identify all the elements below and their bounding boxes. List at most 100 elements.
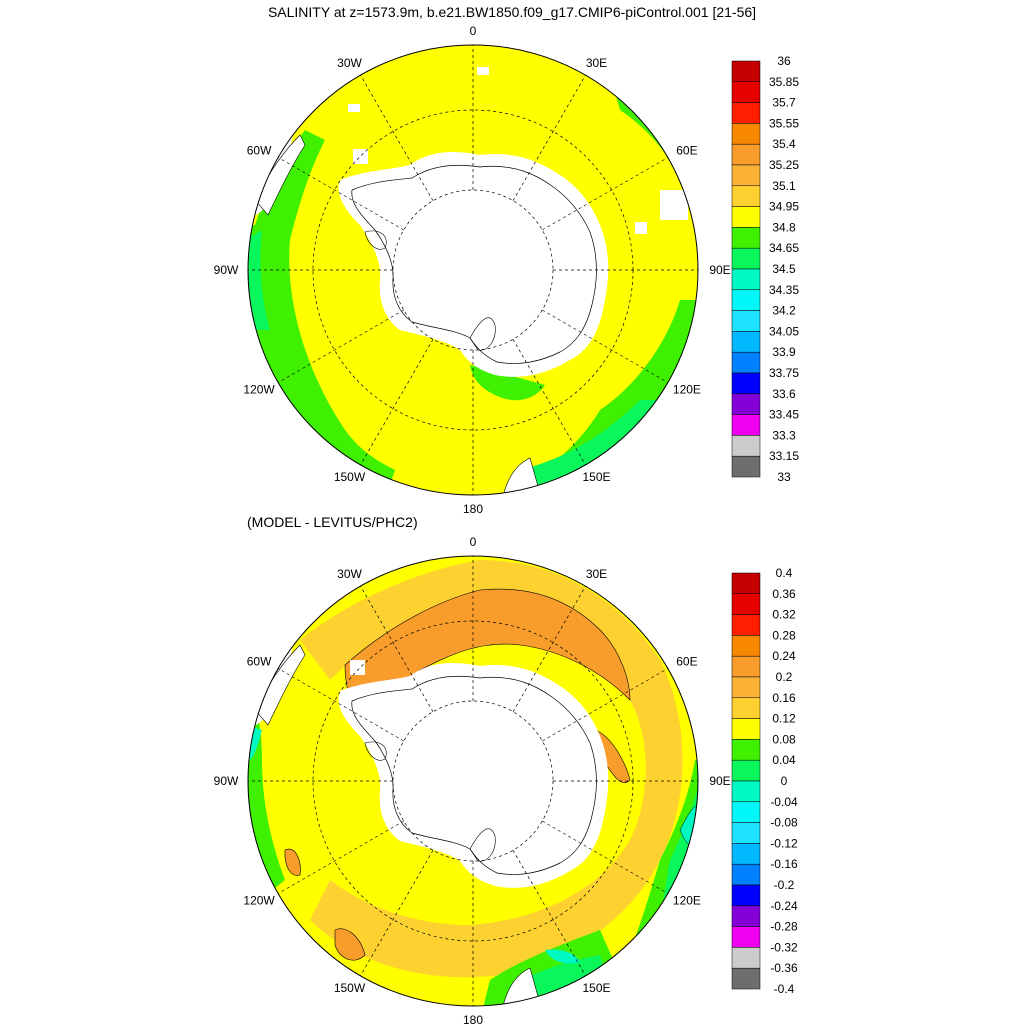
colorbar-swatch xyxy=(731,780,761,803)
salinity-map xyxy=(248,45,698,495)
colorbar-swatch xyxy=(731,843,761,865)
colorbar-swatch xyxy=(731,247,761,270)
colorbar-label: -0.24 xyxy=(770,899,798,913)
colorbar-label: -0.36 xyxy=(770,961,798,975)
top-lon-label: 150E xyxy=(582,470,610,484)
colorbar-swatch xyxy=(731,289,761,311)
colorbar-label: 0.16 xyxy=(772,691,796,705)
bottom-lon-label: 90W xyxy=(214,774,239,788)
colorbar-label: -0.28 xyxy=(770,920,798,934)
colorbar-swatch xyxy=(731,697,761,719)
colorbar-swatch xyxy=(731,759,761,782)
colorbar-label: 33.6 xyxy=(772,387,796,401)
colorbar-swatch xyxy=(731,572,761,595)
colorbar-swatch xyxy=(731,227,761,249)
colorbar-swatch xyxy=(731,351,761,374)
colorbar-swatch xyxy=(731,676,761,699)
colorbar-label: 0.4 xyxy=(776,566,793,580)
colorbar-label: 0.28 xyxy=(772,628,796,642)
colorbar-top: 36 35.85 35.7 35.55 35.4 35.25 35.1 34.95 34.8 34… xyxy=(731,54,799,484)
colorbar-label: 34.05 xyxy=(769,324,799,338)
colorbar-label: 33.75 xyxy=(769,366,799,380)
antarctica-coast xyxy=(351,675,597,875)
colorbar-label: -0.12 xyxy=(770,836,798,850)
colorbar-swatch xyxy=(731,926,761,948)
colorbar-label: 0.04 xyxy=(772,753,796,767)
colorbar-label: 36 xyxy=(777,54,791,68)
longitude-labels-bottom: 0 30E 60E 90E 120E 150E 180 150W 120W 90W 60W 30W xyxy=(214,535,731,1024)
colorbar-label: 33.15 xyxy=(769,449,799,463)
map-frame-top xyxy=(247,44,699,496)
colorbar-label: 0.36 xyxy=(772,587,796,601)
colorbar-label: 34.95 xyxy=(769,200,799,214)
antarctica-mask xyxy=(338,663,609,888)
colorbar-label: 35.7 xyxy=(772,96,796,110)
bottom-lon-label: 150W xyxy=(334,981,366,995)
colorbar-label: 33.9 xyxy=(772,345,796,359)
colorbar-label: 34.8 xyxy=(772,220,796,234)
bottom-lon-label: 90E xyxy=(709,774,730,788)
colorbar-label: 33 xyxy=(777,470,791,484)
top-lon-label: 150W xyxy=(334,470,366,484)
longitude-labels-top: 0 30E 60E 90E 120E 150E 180 150W 120W 90W 60W 30W xyxy=(214,24,731,516)
antarctica-coast xyxy=(351,164,597,364)
colorbar-swatch xyxy=(731,310,761,332)
top-lon-label: 60E xyxy=(676,144,697,158)
colorbar-swatch xyxy=(731,143,761,166)
colorbar-label: 33.45 xyxy=(769,408,799,422)
colorbar-swatch xyxy=(731,863,761,886)
colorbar-swatch xyxy=(731,635,761,657)
bottom-lon-label: 150E xyxy=(582,981,610,995)
colorbar-label: -0.08 xyxy=(770,816,798,830)
top-lon-label: 180 xyxy=(463,502,483,516)
colorbar-swatch xyxy=(731,435,761,457)
colorbar-swatch xyxy=(731,947,761,969)
colorbar-label: 0 xyxy=(781,774,788,788)
colorbar-label: -0.4 xyxy=(774,982,795,996)
colorbar-label: 34.65 xyxy=(769,241,799,255)
top-lon-label: 90E xyxy=(709,263,730,277)
colorbar-swatch xyxy=(731,102,761,124)
colorbar-swatch xyxy=(731,967,761,990)
field-edge-west xyxy=(248,230,270,330)
top-lon-label: 60W xyxy=(247,144,272,158)
colorbar-label: -0.04 xyxy=(770,795,798,809)
top-lon-label: 90W xyxy=(214,263,239,277)
colorbar-label: 0.2 xyxy=(776,670,793,684)
colorbar-swatch xyxy=(731,718,761,740)
colorbar-label: 34.35 xyxy=(769,283,799,297)
top-lon-label: 120W xyxy=(243,383,275,397)
top-lon-label: 30W xyxy=(337,56,362,70)
colorbar-label: 35.25 xyxy=(769,158,799,172)
colorbar-swatch xyxy=(731,123,761,145)
bottom-lon-label: 0 xyxy=(470,535,477,549)
colorbar-swatch xyxy=(731,593,761,615)
colorbar-swatch xyxy=(731,185,761,207)
colorbar-label: 0.08 xyxy=(772,732,796,746)
colorbar-label: 35.1 xyxy=(772,179,796,193)
bottom-lon-label: 60W xyxy=(247,655,272,669)
colorbar-label: 34.2 xyxy=(772,304,796,318)
colorbar-label: 34.5 xyxy=(772,262,796,276)
top-lon-label: 30E xyxy=(586,56,607,70)
colorbar-label: 33.3 xyxy=(772,428,796,442)
bottom-lon-label: 30E xyxy=(586,567,607,581)
colorbar-swatch xyxy=(731,455,761,478)
top-lon-label: 0 xyxy=(470,24,477,38)
colorbar-label: -0.16 xyxy=(770,857,798,871)
difference-map xyxy=(248,556,698,1006)
colorbar-swatch xyxy=(731,614,761,636)
top-lon-label: 120E xyxy=(673,383,701,397)
bottom-lon-label: 120E xyxy=(673,894,701,908)
colorbar-swatch xyxy=(731,393,761,415)
bottom-lon-label: 30W xyxy=(337,567,362,581)
colorbar-label: 0.32 xyxy=(772,608,796,622)
colorbar-label: 0.24 xyxy=(772,649,796,663)
colorbar-label: 0.12 xyxy=(772,712,796,726)
colorbar-swatch xyxy=(731,801,761,823)
colorbar-label: -0.32 xyxy=(770,940,798,954)
colorbar-swatch xyxy=(731,331,761,353)
antarctica-mask xyxy=(338,152,609,377)
colorbar-swatch xyxy=(731,268,761,291)
